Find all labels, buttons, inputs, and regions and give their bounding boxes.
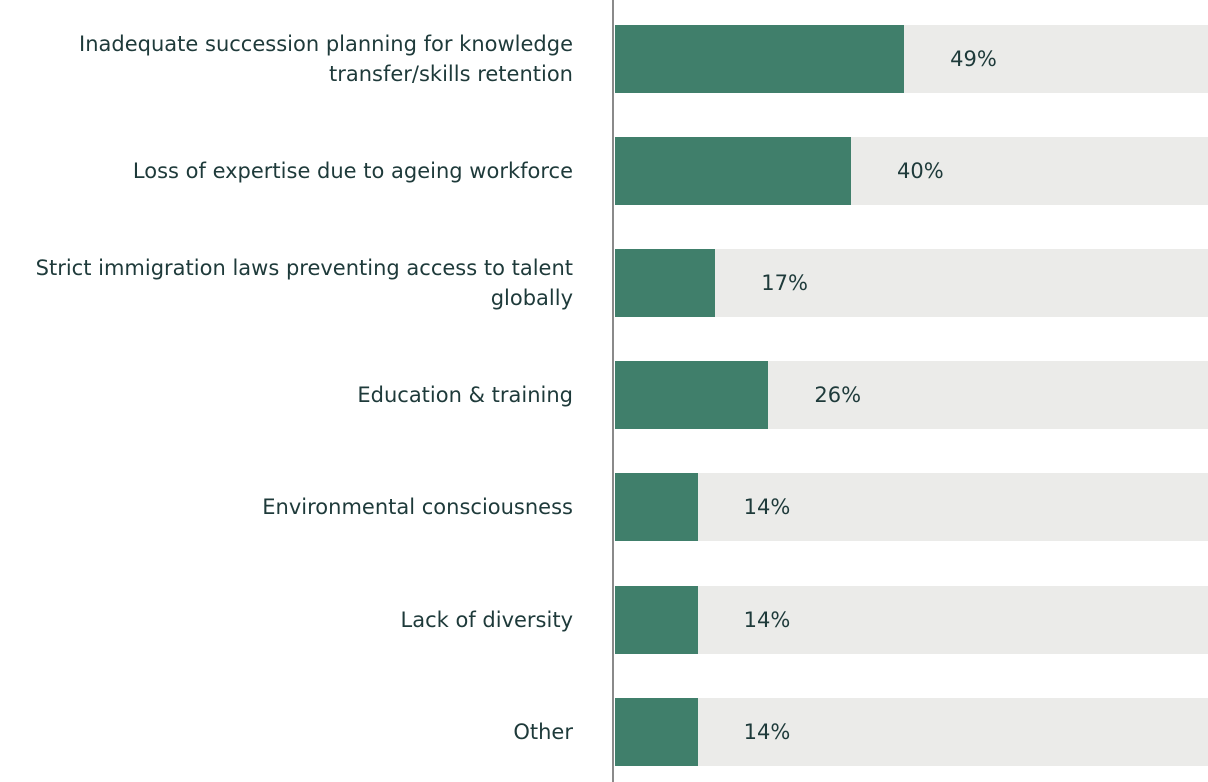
- value-label: 14%: [743, 495, 791, 520]
- bar: [615, 249, 716, 318]
- bar: [615, 361, 769, 430]
- value-label: 17%: [761, 271, 808, 296]
- axis-line: [612, 0, 614, 782]
- value-label: 26%: [814, 383, 862, 408]
- category-label: Education & training: [357, 383, 573, 408]
- category-label: Loss of expertise due to ageing workforc…: [132, 159, 573, 184]
- bar-track: [615, 697, 1208, 766]
- category-label: Environmental consciousness: [262, 495, 573, 520]
- bar: [615, 25, 905, 93]
- bar: [615, 137, 851, 206]
- category-label: Strict immigration laws preventing acces…: [35, 256, 573, 311]
- bar: [615, 697, 698, 766]
- value-label: 14%: [743, 607, 791, 632]
- value-label: 49%: [950, 47, 997, 71]
- category-label: Other: [513, 719, 573, 744]
- category-label: Lack of diversity: [400, 607, 573, 632]
- bar-track: [615, 585, 1208, 654]
- bar-track: [615, 473, 1208, 542]
- bar: [615, 473, 698, 542]
- value-label: 40%: [897, 159, 944, 184]
- value-label: 14%: [743, 719, 791, 744]
- category-label: Inadequate succession planning for knowl…: [79, 32, 573, 86]
- bar: [615, 585, 698, 654]
